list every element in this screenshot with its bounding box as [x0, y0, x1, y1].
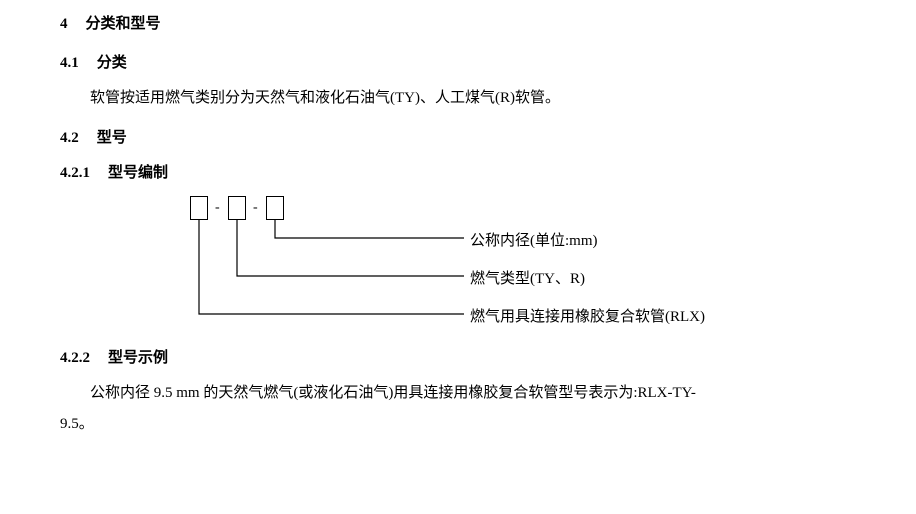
heading-number: 4: [60, 16, 68, 33]
heading-section-4-2-2: 4.2.2 型号示例: [60, 346, 856, 367]
diagram-label-hose-type: 燃气用具连接用橡胶复合软管(RLX): [470, 305, 705, 326]
heading-section-4-2-1: 4.2.1 型号编制: [60, 161, 856, 182]
document-page: 4 分类和型号 4.1 分类 软管按适用燃气类别分为天然气和液化石油气(TY)、人工…: [0, 0, 916, 462]
heading-section-4: 4 分类和型号: [60, 12, 856, 33]
heading-section-4-1: 4.1 分类: [60, 51, 856, 72]
heading-title: 分类和型号: [86, 16, 161, 32]
heading-title: 型号示例: [108, 350, 168, 366]
diagram-label-nominal-diameter: 公称内径(单位:mm): [470, 229, 598, 250]
model-code-diagram: - - 公称内径(单位:mm) 燃气类型(TY、R) 燃气用具连接用橡胶复合软管…: [190, 196, 890, 336]
heading-number: 4.2.2: [60, 350, 90, 367]
paragraph-4-1-body: 软管按适用燃气类别分为天然气和液化石油气(TY)、人工煤气(R)软管。: [60, 86, 856, 112]
heading-number: 4.2: [60, 130, 79, 147]
heading-number: 4.1: [60, 55, 79, 72]
heading-title: 分类: [97, 55, 127, 71]
heading-section-4-2: 4.2 型号: [60, 126, 856, 147]
heading-title: 型号: [97, 130, 127, 146]
heading-title: 型号编制: [108, 165, 168, 181]
paragraph-4-2-2-line2: 9.5。: [60, 412, 856, 438]
heading-number: 4.2.1: [60, 165, 90, 182]
diagram-label-gas-type: 燃气类型(TY、R): [470, 267, 585, 288]
paragraph-4-2-2-line1: 公称内径 9.5 mm 的天然气燃气(或液化石油气)用具连接用橡胶复合软管型号表…: [60, 381, 856, 407]
